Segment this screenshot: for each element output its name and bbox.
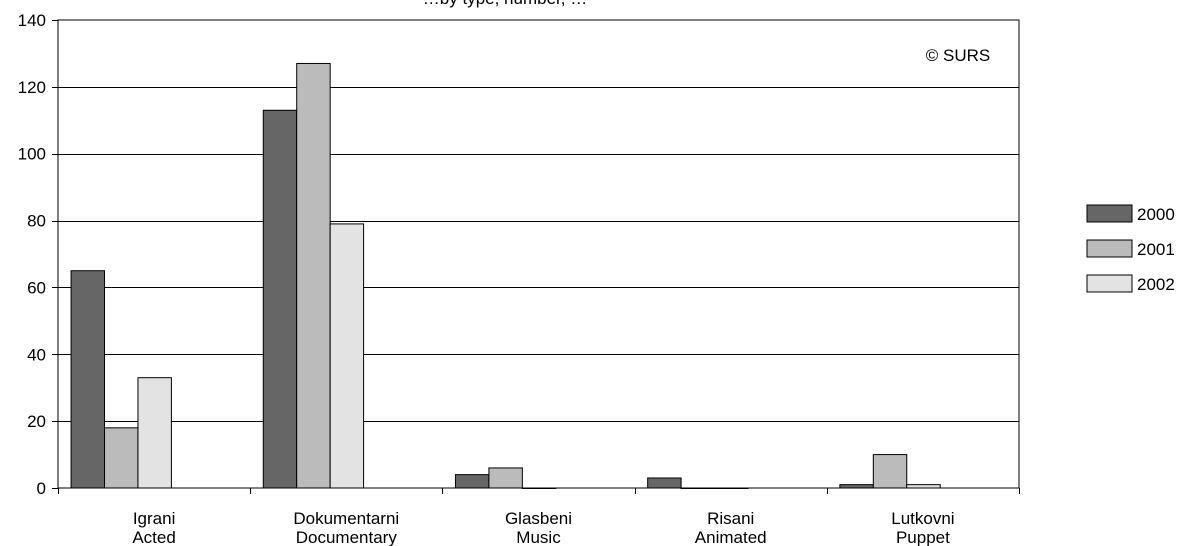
plot-frame — [57, 19, 1020, 489]
y-tick-label: 140 — [18, 11, 46, 30]
y-tick-label: 100 — [18, 145, 46, 164]
bar-2001-acted — [104, 427, 139, 489]
x-tick-label: Glasbeni — [505, 509, 572, 528]
legend-label-2001: 2001 — [1137, 240, 1175, 259]
bar-2000-puppet — [839, 484, 874, 489]
copyright-annotation: © SURS — [926, 46, 990, 65]
y-tick-label: 60 — [27, 278, 46, 297]
bar-2002-acted — [137, 377, 172, 489]
y-tick-label: 0 — [37, 479, 46, 498]
x-tick-label: Dokumentarni — [293, 509, 399, 528]
legend-swatch-2002 — [1086, 274, 1133, 293]
bar-2000-music — [454, 474, 490, 489]
bar-2001-puppet — [872, 454, 908, 489]
y-axis: 0 20 40 60 80 100 120 140 — [18, 11, 58, 498]
y-tick-label: 20 — [27, 412, 46, 431]
legend-label-2000: 2000 — [1137, 205, 1175, 224]
bar-2002-documentary — [329, 223, 365, 489]
x-tick-label: Lutkovni — [891, 509, 954, 528]
legend-label-2002: 2002 — [1137, 275, 1175, 294]
x-tick-label: Puppet — [896, 528, 950, 546]
x-tick-label: Animated — [695, 528, 767, 546]
x-tick-label: Risani — [707, 509, 754, 528]
bar-2001-music — [488, 467, 523, 489]
bar-2001-documentary — [296, 62, 331, 489]
legend-swatch-2000 — [1086, 204, 1133, 223]
x-tick-label: Igrani — [133, 509, 176, 528]
x-tick-label: Music — [516, 528, 561, 546]
bar-2002-puppet — [906, 484, 941, 489]
bar-2000-documentary — [262, 109, 298, 489]
x-tick-label: Acted — [132, 528, 175, 546]
bar-2000-acted — [70, 270, 106, 489]
x-tick-label: Documentary — [296, 528, 398, 546]
y-tick-label: 120 — [18, 78, 46, 97]
y-tick-label: 40 — [27, 345, 46, 364]
chart-title: …by type, number, … — [423, 0, 587, 8]
bar-2000-animated — [647, 477, 682, 489]
gridlines — [58, 87, 1019, 422]
legend: 2000 2001 2002 — [1086, 204, 1175, 294]
legend-swatch-2001 — [1086, 239, 1133, 258]
bars — [70, 62, 941, 489]
y-tick-label: 80 — [27, 212, 46, 231]
